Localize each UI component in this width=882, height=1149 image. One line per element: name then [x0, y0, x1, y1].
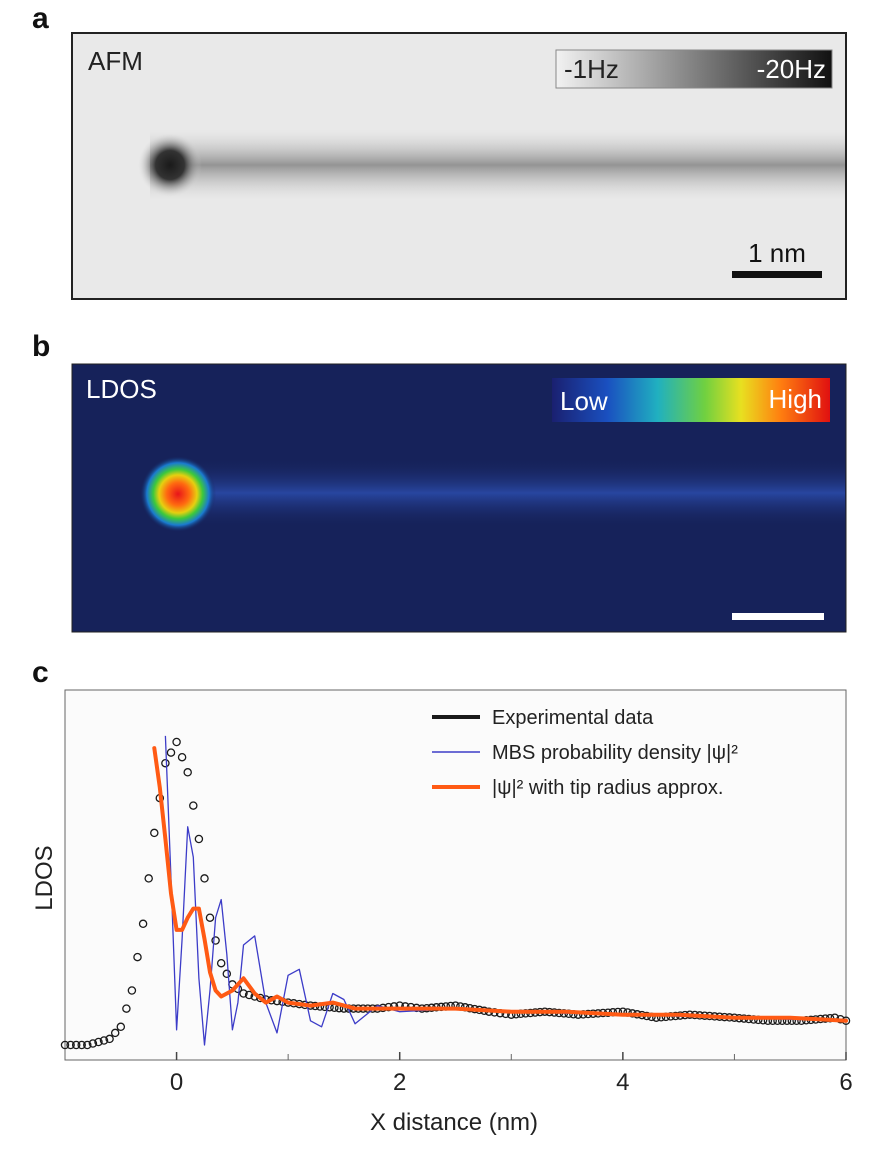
experimental-point — [222, 969, 232, 979]
experimental-point — [116, 1022, 126, 1032]
experimental-point — [71, 1040, 81, 1050]
ldos-label: LDOS — [86, 374, 157, 404]
experimental-point — [166, 748, 176, 757]
x-tick-label: 0 — [170, 1069, 183, 1096]
experimental-point — [110, 1028, 120, 1038]
series-tip-line — [152, 746, 848, 1023]
afm-colorbar-min: -1Hz — [564, 54, 619, 84]
experimental-point — [144, 874, 153, 883]
ldos-chain — [170, 458, 845, 528]
afm-scalebar-label: 1 nm — [748, 238, 806, 268]
experimental-point — [183, 768, 192, 777]
x-axis: 0 2 4 6 — [170, 1052, 853, 1096]
experimental-point — [256, 993, 265, 1003]
afm-scalebar — [732, 271, 822, 278]
ldos-colorbar — [552, 378, 830, 422]
panel-letter-b: b — [32, 330, 51, 363]
experimental-point — [83, 1040, 92, 1050]
experimental-point — [205, 913, 215, 922]
experimental-point — [172, 737, 181, 747]
experimental-point — [200, 874, 209, 883]
experimental-point — [189, 801, 198, 810]
x-axis-label: X distance (nm) — [370, 1109, 538, 1136]
ldos-colorbar-low: Low — [560, 386, 608, 416]
ldos-panel: Low High LDOS — [71, 363, 847, 633]
afm-panel: -1Hz -20Hz AFM 1 nm — [71, 32, 847, 300]
chart-panel: 0 2 4 6 Experimental data MBS probability de… — [31, 689, 853, 1136]
experimental-point — [94, 1037, 103, 1047]
experimental-point — [127, 986, 137, 995]
legend-entry: Experimental data — [492, 707, 654, 729]
experimental-point — [105, 1034, 114, 1044]
experimental-point — [138, 919, 148, 929]
experimental-point — [88, 1039, 98, 1048]
experimental-point — [60, 1040, 70, 1050]
ldos-scalebar — [732, 613, 824, 620]
experimental-point — [99, 1036, 109, 1045]
afm-chain — [150, 130, 845, 200]
panel-letter-c: c — [32, 656, 49, 689]
experimental-point — [216, 958, 226, 968]
experimental-point — [150, 828, 159, 838]
experimental-point — [77, 1040, 86, 1050]
afm-colorbar — [555, 49, 833, 89]
ldos-end-spot — [140, 456, 216, 532]
experimental-point — [244, 990, 254, 1000]
afm-colorbar-max: -20Hz — [757, 54, 826, 84]
experimental-point — [161, 758, 170, 768]
ldos-colorbar-high: High — [769, 384, 822, 414]
experimental-point — [66, 1040, 75, 1050]
legend: Experimental data MBS probability density… — [432, 707, 738, 799]
legend-entry: |ψ|² with tip radius approx. — [492, 777, 723, 799]
experimental-point — [239, 989, 248, 998]
plot-area — [64, 689, 847, 1061]
experimental-point — [194, 834, 204, 844]
x-tick-label: 2 — [393, 1069, 406, 1096]
afm-end-spot — [138, 133, 202, 197]
y-axis-label: LDOS — [31, 845, 58, 910]
x-tick-label: 4 — [616, 1069, 629, 1096]
chart-series-group — [60, 735, 851, 1050]
x-tick-label: 6 — [839, 1069, 852, 1096]
legend-entry: MBS probability density |ψ|² — [492, 742, 738, 764]
panel-letter-a: a — [32, 2, 49, 35]
experimental-point — [122, 1004, 131, 1013]
experimental-point — [211, 936, 220, 945]
experimental-point — [133, 952, 142, 962]
afm-label: AFM — [88, 46, 143, 76]
experimental-point — [177, 752, 187, 762]
